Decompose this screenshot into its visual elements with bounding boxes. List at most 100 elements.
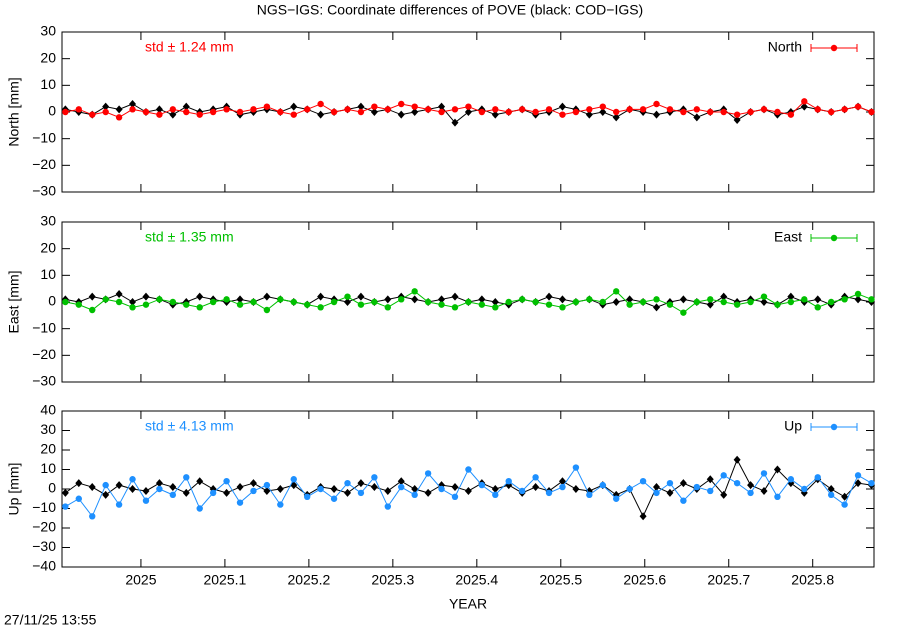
point [88,483,96,492]
point [169,298,177,306]
point [236,108,244,116]
point [196,477,204,486]
x-tick-label: 2025 [125,572,156,588]
point [290,298,297,306]
y-tick-label: −10 [32,129,56,145]
point [666,106,674,113]
point [760,293,768,300]
point [841,296,848,303]
point [142,292,150,301]
point [209,489,217,497]
point [398,296,405,303]
point [424,106,432,113]
point [223,488,231,497]
point [223,478,230,485]
point [451,483,459,492]
point [424,470,432,477]
point [451,292,459,301]
point [733,116,741,124]
x-tick-label: 2025.7 [707,572,750,588]
y-tick-label: 40 [40,402,56,418]
point [518,106,526,113]
point [720,108,727,116]
point [505,298,512,306]
point [613,108,620,116]
point [492,304,499,311]
point [680,108,687,116]
point [330,495,338,502]
point [827,108,835,116]
y-axis-label: East [mm] [6,270,22,333]
point [183,301,190,308]
point [532,483,540,492]
point [317,110,325,119]
point [545,489,553,497]
y-tick-label: 10 [40,266,56,282]
point [720,472,727,479]
point [411,288,418,295]
point [169,106,177,113]
point [102,102,110,111]
point [868,296,875,303]
point [613,495,620,502]
y-tick-label: 20 [40,239,56,255]
point [129,298,137,306]
point [801,296,808,303]
x-tick-label: 2025.1 [203,572,246,588]
point [371,474,378,481]
point [760,106,768,113]
point [841,492,849,501]
x-tick-label: 2025.3 [371,572,414,588]
point [854,295,862,304]
point [639,106,647,113]
point [277,108,284,116]
point [451,493,459,500]
point [801,485,808,493]
y-tick-label: −30 [32,538,56,554]
point [236,499,244,506]
point [317,100,324,108]
point [75,479,83,488]
point [411,491,418,499]
point [344,293,351,300]
point [814,295,822,304]
point [693,106,701,113]
point [787,111,795,118]
point [827,491,835,499]
point [558,102,566,111]
point [626,301,633,308]
point [733,111,741,118]
y-tick-label: −10 [32,319,56,335]
point [115,114,123,121]
point [155,105,163,114]
point [317,485,324,493]
point [182,102,190,111]
y-tick-label: −30 [32,373,56,389]
point [89,111,96,118]
point [841,501,848,508]
point [236,483,244,492]
point [586,296,593,303]
point [653,489,660,497]
point [707,487,714,495]
point [518,487,526,495]
point [854,479,862,488]
point [505,478,512,485]
point [572,108,580,116]
point [653,296,660,303]
point [330,298,338,306]
y-tick-label: 0 [48,293,56,309]
point [800,102,808,111]
point [357,102,365,111]
point [89,513,96,520]
point [585,110,593,119]
point [397,110,405,119]
y-tick-label: −10 [32,499,56,515]
point [679,479,687,488]
point [196,505,203,512]
y-tick-label: −40 [32,558,56,574]
point [693,113,701,122]
point [586,491,593,499]
point [760,486,768,495]
point [720,298,727,306]
